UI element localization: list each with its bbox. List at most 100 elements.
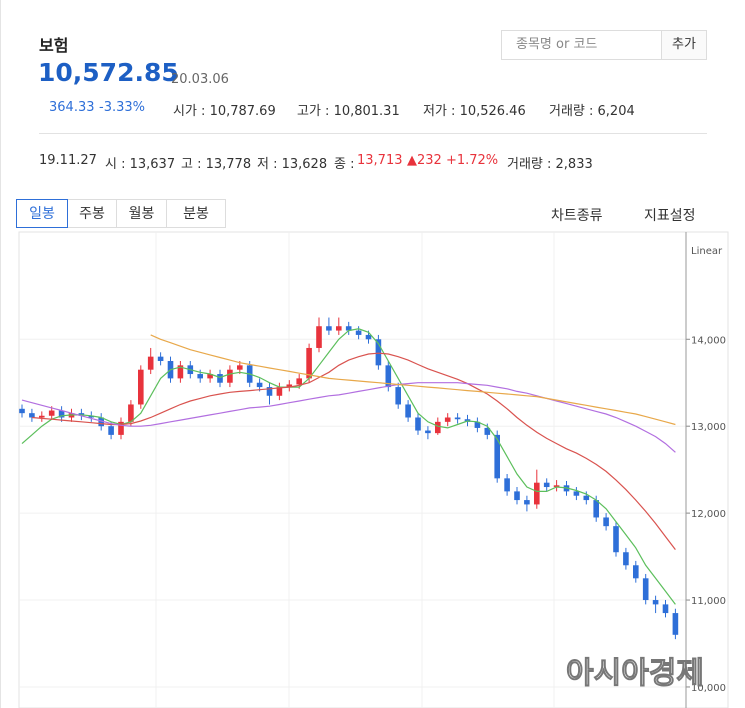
candle-body (553, 485, 560, 488)
candle-body (266, 387, 273, 396)
candle-body (494, 434, 500, 479)
candle-body (534, 482, 540, 505)
candle-body (29, 413, 35, 418)
candle-body (138, 369, 144, 405)
date: 20.03.06 (171, 72, 229, 87)
candle-body (573, 491, 580, 496)
candle-body (405, 404, 411, 418)
change: 364.33 (49, 100, 95, 115)
title: 보험 (39, 36, 69, 55)
info-open: 시 : 13,637 (105, 157, 176, 172)
y-tick-label: 11,000 (691, 596, 726, 607)
candle-body (583, 495, 590, 501)
candle-body (355, 330, 362, 335)
candle-body (207, 374, 213, 379)
candle-body (157, 356, 164, 361)
scale-label: Linear (691, 246, 723, 257)
tab[interactable]: 주봉 (67, 199, 117, 228)
candle-body (276, 387, 283, 396)
chart-type-button[interactable]: 차트종류 (551, 208, 603, 224)
info-volume: 거래량 : 2,833 (507, 157, 593, 172)
candle-body (633, 565, 639, 579)
candle-body (652, 600, 659, 605)
volume: 거래량 : 6,204 (549, 104, 635, 119)
candle-body (345, 326, 352, 331)
info-close-label: 종 : (334, 157, 355, 172)
indicator-button[interactable]: 지표설정 (644, 208, 696, 224)
candle-body (454, 417, 461, 420)
candle-body (524, 500, 530, 505)
candle-body (642, 578, 649, 601)
watermark: 아시아경제 (566, 656, 704, 691)
candle-body (336, 326, 342, 331)
moving-average-line (21, 328, 676, 605)
candle-body (672, 613, 679, 635)
candle-body (98, 417, 104, 427)
candle-body (177, 365, 184, 379)
price: 10,572.85 (38, 58, 179, 87)
high: 고가 : 10,801.31 (297, 104, 400, 119)
candle-body (227, 369, 233, 383)
info-close: 13,713 (357, 153, 403, 168)
candle-body (316, 326, 322, 348)
tab[interactable]: 월봉 (116, 199, 167, 228)
candle-body (593, 500, 599, 518)
y-tick-label: 10,000 (691, 683, 726, 694)
candle-body (435, 421, 441, 434)
candle-body (425, 430, 431, 434)
info-high: 고 : 13,778 (181, 157, 252, 172)
candle-body (217, 374, 223, 383)
candle-body (623, 552, 629, 566)
candle-body (39, 415, 45, 418)
candle-body (197, 374, 203, 379)
candle-body (444, 417, 451, 422)
change-pct: -3.33% (99, 100, 145, 115)
candle-body (128, 404, 134, 422)
separator (39, 133, 707, 134)
candle-body (306, 347, 312, 379)
tab[interactable]: 일봉 (16, 199, 68, 228)
candle-body (118, 421, 124, 435)
y-tick-label: 13,000 (691, 422, 726, 433)
candle-body (147, 356, 154, 370)
candle-body (415, 417, 421, 431)
search-input[interactable]: 종목명 or 코드 (501, 30, 662, 60)
y-tick-label: 14,000 (691, 335, 726, 346)
candle-body (48, 410, 55, 416)
candle-body (514, 491, 520, 501)
tab[interactable]: 분봉 (166, 199, 226, 228)
candle-body (88, 415, 95, 418)
moving-average-line (150, 334, 676, 426)
candle-body (613, 526, 619, 553)
candle-body (504, 478, 510, 492)
info-date: 19.11.27 (39, 153, 97, 168)
candle-body (375, 339, 382, 366)
plot-frame (18, 231, 729, 708)
candle-body (58, 410, 65, 418)
candle-body (603, 517, 609, 527)
candle-body (385, 365, 392, 388)
candle-body (237, 365, 243, 370)
candle-body (395, 387, 401, 405)
info-change: ▲232 +1.72% (407, 153, 499, 168)
low: 저가 : 10,526.46 (423, 104, 526, 119)
add-button[interactable]: 추가 (661, 30, 707, 60)
moving-average-line (21, 382, 676, 453)
candle-body (286, 384, 293, 388)
candle-body (326, 326, 332, 331)
moving-average-line (31, 352, 676, 550)
candle-body (256, 382, 263, 388)
candle-body (108, 426, 114, 435)
candle-body (19, 408, 25, 414)
candle-body (296, 378, 302, 385)
candle-body (484, 427, 491, 435)
candle-body (365, 334, 372, 340)
candle-body (662, 604, 669, 614)
open: 시가 : 10,787.69 (173, 104, 276, 119)
candle-body (543, 482, 550, 488)
candle-body (474, 421, 481, 428)
y-tick-label: 12,000 (691, 509, 726, 520)
info-low: 저 : 13,628 (257, 157, 328, 172)
